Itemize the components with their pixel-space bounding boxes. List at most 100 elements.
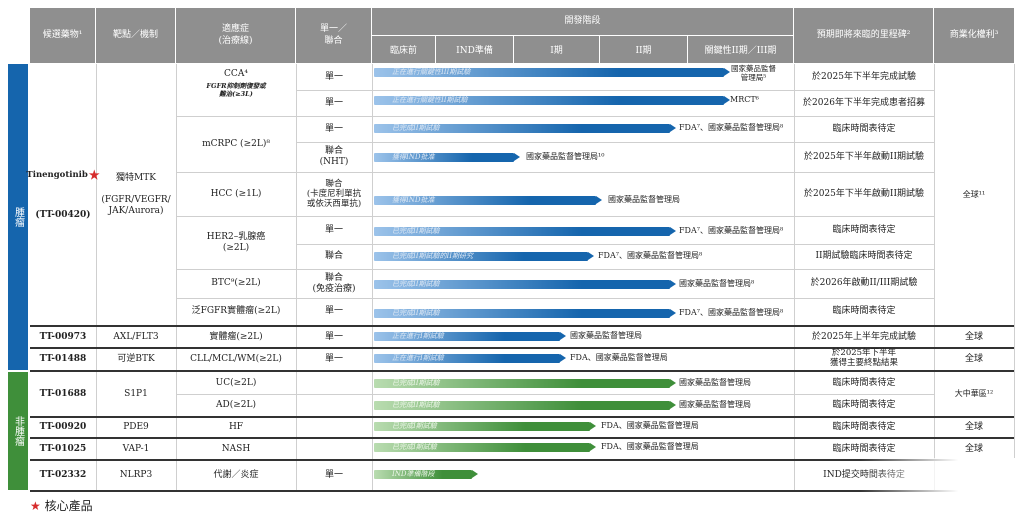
bar-label-r1: 國家藥品監督 管理局⁵ xyxy=(731,64,776,82)
header-stage-ind: IND準備 xyxy=(436,35,514,63)
header-stage-preclinical: 臨床前 xyxy=(372,35,436,63)
candidate-tt01488: TT-01488 xyxy=(39,354,87,365)
mode-r1: 單一 xyxy=(324,71,343,82)
header-stage-phase1: I期 xyxy=(514,35,600,63)
bar-label-uc: 國家藥品監督管理局 xyxy=(679,378,751,387)
mode-r5: 聯合 (卡度尼利單抗 或依沃西單抗) xyxy=(306,178,362,210)
indication-tt00920: HF xyxy=(228,422,244,433)
progress-bar-tt01025: 已完成I期試驗 xyxy=(374,443,596,452)
milestone-tt01488: 於2025年下半年 獲得主要終點結果 xyxy=(829,348,898,368)
bar-label-tt01488: FDA、國家藥品監督管理局 xyxy=(570,353,668,362)
milestone-r2: 於2026年下半年完成患者招募 xyxy=(803,97,925,108)
mode-tt01488: 單一 xyxy=(324,354,343,365)
header-stage-pivotal: 關鍵性II期／III期 xyxy=(688,35,794,63)
bar-label-ad: 國家藥品監督管理局 xyxy=(679,400,751,409)
header-indication: 適應症 (治療線) xyxy=(176,8,296,63)
target-tt02332: NLRP3 xyxy=(119,470,153,481)
milestone-r4: 於2025年下半年啟動II期試驗 xyxy=(803,151,924,162)
bar-label-r6: FDA⁷、國家藥品監督管理局⁸ xyxy=(679,226,784,235)
bar-label-r3: FDA⁷、國家藥品監督管理局⁸ xyxy=(679,123,784,132)
mode-tt00973: 單一 xyxy=(324,331,343,342)
bar-label-tt00973: 國家藥品監督管理局 xyxy=(570,331,642,340)
header-milestone: 預期即將來臨的里程碑² xyxy=(794,8,934,63)
rights-tt00920: 全球 xyxy=(964,422,983,433)
candidate-tt00920: TT-00920 xyxy=(39,422,87,433)
core-product-star-icon: ★ xyxy=(88,167,100,182)
rights-tt01688: 大中華區¹² xyxy=(954,389,994,399)
indication-tt01488: CLL/MCL/WM(≥2L) xyxy=(190,354,282,365)
progress-bar-uc: 已完成II期試驗 xyxy=(374,379,676,388)
milestone-tt00973: 於2025年上半年完成試驗 xyxy=(812,331,916,342)
mode-r4: 聯合 (NHT) xyxy=(319,146,349,167)
target-tt01488: 可逆BTK xyxy=(117,354,155,365)
milestone-uc: 臨床時間表待定 xyxy=(832,377,896,388)
bar-label-r9: FDA⁷、國家藥品監督管理局⁸ xyxy=(679,308,784,317)
bar-label-r4: 國家藥品監督管理局¹⁰ xyxy=(526,152,605,161)
indication-cca-sub: FGFR抑制劑復發或 難治(≥3L) xyxy=(206,82,266,98)
progress-bar-tt00973: 正在進行I期試驗 xyxy=(374,332,566,341)
bar-label-r5: 國家藥品監督管理局 xyxy=(608,195,680,204)
side-band-nononcology: 非腫瘤 xyxy=(8,372,28,490)
milestone-ad: 臨床時間表待定 xyxy=(832,400,896,411)
indication-btc: BTC⁹(≥2L) xyxy=(211,278,261,289)
milestone-r3: 臨床時間表待定 xyxy=(832,123,896,134)
mode-r6: 單一 xyxy=(324,224,343,235)
rights-tinengotinib: 全球¹¹ xyxy=(962,189,986,199)
legend-star-icon: ★ xyxy=(30,499,41,513)
milestone-r8: 於2026年啟動II/III期試驗 xyxy=(810,278,918,289)
candidate-tt00973: TT-00973 xyxy=(39,331,87,342)
bar-label-r2: MRCT⁶ xyxy=(730,95,759,104)
indication-uc: UC(≥2L) xyxy=(215,377,257,388)
target-tinengotinib: 獨特MTK (FGFR/VEGFR/ JAK/Aurora) xyxy=(101,173,171,216)
mode-r2: 單一 xyxy=(324,97,343,108)
indication-panfgfr: 泛FGFR實體瘤(≥2L) xyxy=(191,306,281,317)
header-mono-combo: 單一／ 聯合 xyxy=(296,8,372,63)
progress-bar-r9: 已完成II期試驗 xyxy=(374,309,676,318)
indication-cca: CCA⁴ xyxy=(224,68,248,79)
candidate-tt01025: TT-01025 xyxy=(39,443,87,454)
indication-hcc: HCC (≥1L) xyxy=(210,188,262,199)
progress-bar-r3: 已完成II期試驗 xyxy=(374,124,676,133)
bar-label-tt00920: FDA、國家藥品監督管理局 xyxy=(601,421,699,430)
bar-label-r8: 國家藥品監督管理局⁸ xyxy=(679,279,755,288)
side-band-oncology: 腫瘤 xyxy=(8,64,28,370)
progress-bar-tt01488: 正在進行I期試驗 xyxy=(374,354,566,363)
candidate-name-tinengotinib: Tinengotinib ★ xyxy=(26,167,100,182)
candidate-tt02332: TT-02332 xyxy=(39,470,87,481)
header-target: 靶點／機制 xyxy=(96,8,176,63)
progress-bar-r8: 已完成II期試驗 xyxy=(374,280,676,289)
mode-r3: 單一 xyxy=(324,123,343,134)
progress-bar-r5: 獲得IND批准 xyxy=(374,196,602,205)
milestone-r5: 於2025年下半年啟動II期試驗 xyxy=(803,188,924,199)
milestone-r7: II期試驗臨床時間表待定 xyxy=(815,251,913,262)
bar-label-r7: FDA⁷、國家藥品監督管理局⁸ xyxy=(598,251,703,260)
progress-bar-r7: 已完成II期試驗的II期研究 xyxy=(374,252,594,261)
progress-bar-tt00920: 已完成I期試驗 xyxy=(374,422,596,431)
milestone-r9: 臨床時間表待定 xyxy=(832,306,896,317)
indication-tt01025: NASH xyxy=(221,443,251,454)
header-stage-phase2: II期 xyxy=(600,35,688,63)
mode-r9: 單一 xyxy=(324,306,343,317)
target-tt01688: S1P1 xyxy=(124,388,148,399)
rights-tt00973: 全球 xyxy=(964,331,983,342)
candidate-code-tt00420: (TT-00420) xyxy=(35,209,91,220)
mode-tt02332: 單一 xyxy=(324,470,343,481)
rights-tt01025: 全球 xyxy=(964,443,983,454)
progress-bar-r2: 正在進行關鍵性II期試驗 xyxy=(374,96,730,105)
mode-r7: 聯合 xyxy=(324,251,343,262)
indication-tt00973: 實體瘤(≥2L) xyxy=(209,331,263,342)
milestone-tt00920: 臨床時間表待定 xyxy=(832,422,896,433)
milestone-r6: 臨床時間表待定 xyxy=(832,224,896,235)
candidate-tt01688: TT-01688 xyxy=(39,388,87,399)
target-tt00973: AXL/FLT3 xyxy=(113,331,159,342)
progress-bar-r1: 正在進行關鍵性III期試驗 xyxy=(374,68,730,77)
indication-tt02332: 代謝／炎症 xyxy=(213,470,259,481)
progress-bar-ad: 已完成II期試驗 xyxy=(374,401,676,410)
watermark-fade xyxy=(860,458,1024,498)
target-tt00920: PDE9 xyxy=(123,422,149,433)
indication-ad: AD(≥2L) xyxy=(216,400,256,411)
mode-r8: 聯合 (免疫治療) xyxy=(312,272,356,294)
header-dev-stage: 開發階段 xyxy=(372,8,794,35)
milestone-r1: 於2025年下半年完成試驗 xyxy=(812,71,916,82)
